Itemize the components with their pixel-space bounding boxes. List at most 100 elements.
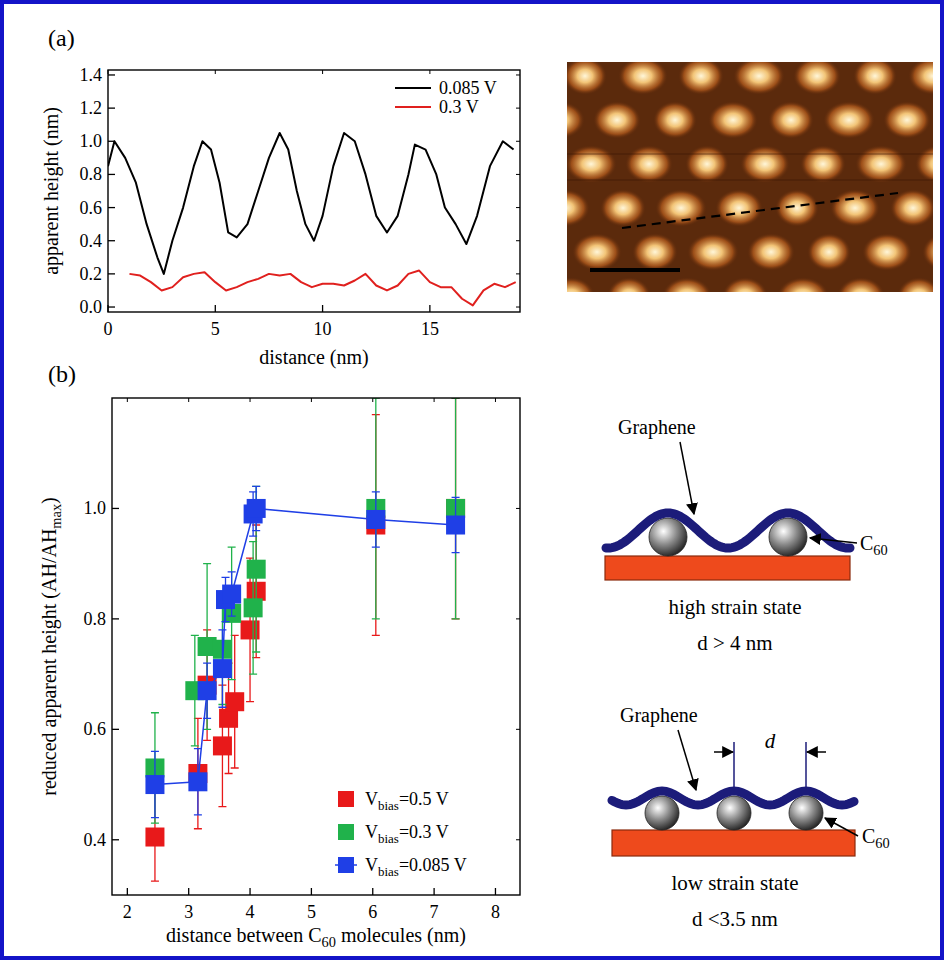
text-part: =0.5 V xyxy=(399,789,449,809)
stm-blob xyxy=(830,189,880,227)
text-part: (a) xyxy=(48,25,75,51)
text-part: d > 4 nm xyxy=(697,631,772,655)
stm-blob xyxy=(890,189,933,227)
stm-blob xyxy=(897,277,933,292)
x-tick xyxy=(311,888,312,895)
text-part: 0.8 xyxy=(84,609,107,629)
x-tick-label: 2 xyxy=(123,902,132,922)
substrate xyxy=(612,830,855,856)
stm-blob xyxy=(685,145,729,183)
y-tick-label: 0.4 xyxy=(80,231,103,251)
x-axis-title: distance (nm) xyxy=(259,346,368,369)
arrow xyxy=(678,730,696,790)
y-tick-label: 0.6 xyxy=(80,198,103,218)
text-part: 4 xyxy=(246,902,255,922)
text-part: 1.0 xyxy=(80,131,103,151)
diagram-label: C60 xyxy=(860,532,888,558)
marker xyxy=(222,585,241,604)
x-tick-label: 10 xyxy=(314,319,332,339)
stm-blob xyxy=(632,233,678,271)
marker xyxy=(247,560,266,579)
marker xyxy=(244,598,263,617)
marker xyxy=(225,692,244,711)
stm-blob xyxy=(567,277,595,292)
text-part: 7 xyxy=(430,902,439,922)
y-tick-label: 1.4 xyxy=(80,65,103,85)
stm-blob xyxy=(883,101,931,139)
stm-blob xyxy=(733,62,785,95)
text-part: 0.4 xyxy=(84,830,107,850)
plot-area xyxy=(145,398,465,881)
stm-blob xyxy=(655,189,707,227)
stm-blob xyxy=(708,101,758,139)
text-part: 1.0 xyxy=(84,498,107,518)
series-line xyxy=(108,133,514,274)
y-axis-title: reduced apparent height (AH/AHmax) xyxy=(38,497,64,796)
text-part: V xyxy=(365,789,378,809)
legend-marker xyxy=(338,857,354,873)
x-tick-label: 6 xyxy=(368,902,377,922)
marker xyxy=(247,499,266,518)
text-part: 0.6 xyxy=(84,719,107,739)
x-tick xyxy=(429,305,430,312)
stm-blob xyxy=(823,101,875,139)
y-tick-label: 0.8 xyxy=(84,609,107,629)
text-part: molecules (nm) xyxy=(336,924,466,947)
legend-label: 0.085 V xyxy=(439,78,497,98)
stm-blob xyxy=(678,62,724,95)
text-part: 15 xyxy=(421,319,439,339)
text-part: 2 xyxy=(123,902,132,922)
legend-label: Vbias=0.085 V xyxy=(365,855,467,879)
plot-area xyxy=(108,133,516,305)
x-tick-label: 7 xyxy=(430,902,439,922)
arrow xyxy=(807,751,826,753)
stm-blob xyxy=(768,101,814,139)
diagram-label: d xyxy=(765,729,776,753)
dimension-line xyxy=(805,742,807,792)
x-axis-title: distance between C60 molecules (nm) xyxy=(166,924,466,950)
stm-image xyxy=(567,62,933,292)
y-tick xyxy=(108,107,115,108)
legend-line xyxy=(395,106,431,108)
text-part: 0 xyxy=(104,319,113,339)
y-tick-label: 1.0 xyxy=(84,498,107,518)
marker xyxy=(366,510,385,529)
text-part: 0.2 xyxy=(80,264,103,284)
text-part: 6 xyxy=(368,902,377,922)
subscript: 60 xyxy=(322,934,336,950)
stm-blob xyxy=(600,189,646,227)
legend-marker xyxy=(338,824,354,840)
marker xyxy=(145,775,164,794)
arrow xyxy=(714,751,733,753)
stm-blob xyxy=(777,277,829,292)
text-part: C xyxy=(860,532,873,554)
figure: (a)(b)0510150.00.20.40.60.81.01.21.4dist… xyxy=(0,0,944,960)
text-part: 8 xyxy=(491,902,500,922)
text-part: 5 xyxy=(307,902,316,922)
y-tick xyxy=(112,618,119,619)
subscript: 60 xyxy=(875,835,889,851)
marker xyxy=(145,828,164,847)
diagram-caption: low strain state xyxy=(671,871,798,895)
stm-blob xyxy=(722,277,768,292)
x-tick xyxy=(215,305,216,312)
text-part: 0.3 V xyxy=(439,97,479,117)
x-tick-label: 0 xyxy=(104,319,113,339)
c60-sphere xyxy=(789,796,823,830)
stm-blob xyxy=(572,233,622,271)
text-part: V xyxy=(365,855,378,875)
text-part: low strain state xyxy=(671,871,798,895)
panel-label: (a) xyxy=(48,25,75,51)
stm-blob xyxy=(837,277,885,292)
diagram-caption: d <3.5 nm xyxy=(692,907,778,931)
subscript: bias xyxy=(378,831,399,846)
substrate xyxy=(605,556,850,580)
stm-blob xyxy=(747,233,795,271)
text-part: C xyxy=(308,924,321,946)
stm-blob xyxy=(567,62,607,95)
y-tick xyxy=(108,273,115,274)
y-tick xyxy=(108,174,115,175)
x-tick xyxy=(188,888,189,895)
stm-blob xyxy=(567,145,617,183)
text-part: 1.4 xyxy=(80,65,103,85)
